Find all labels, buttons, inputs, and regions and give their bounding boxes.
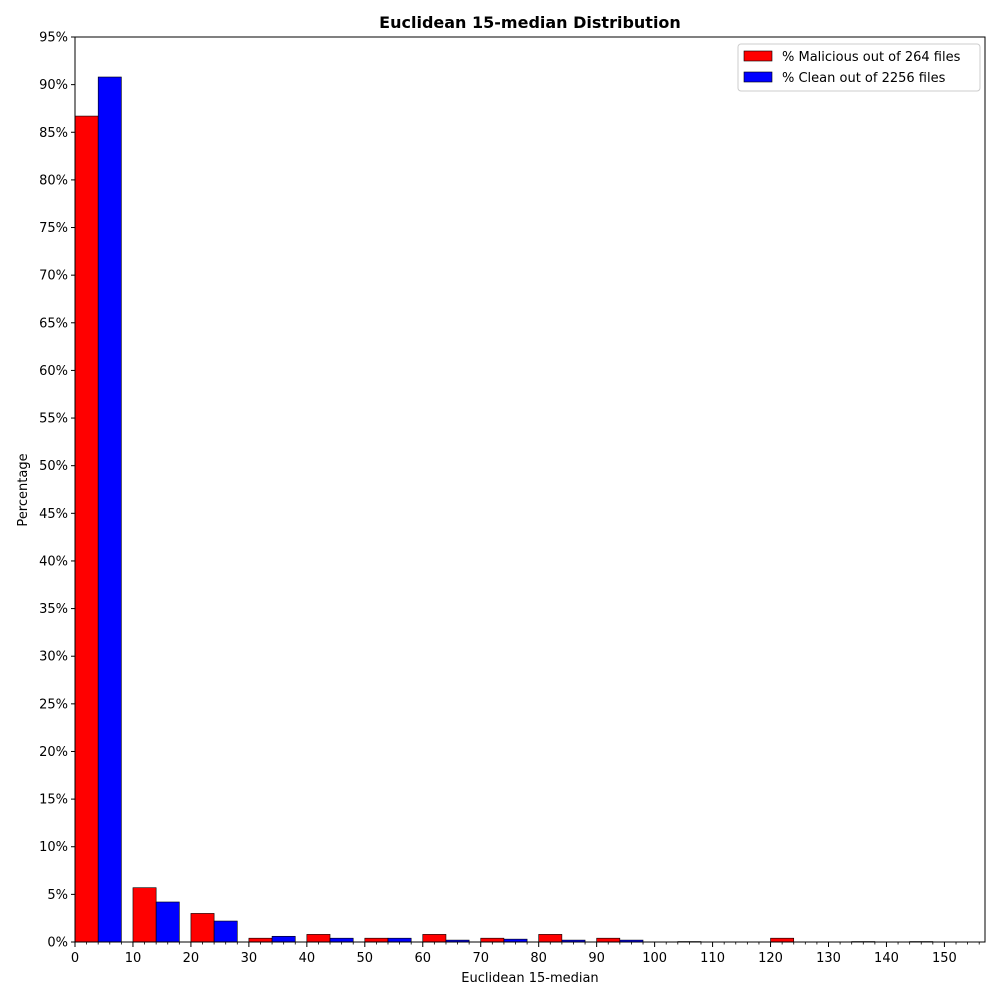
- y-tick-label-5: 5%: [47, 888, 68, 903]
- bar-clean-50: [387, 937, 412, 943]
- x-tick-label-140: 140: [874, 951, 899, 966]
- x-tick-label-130: 130: [816, 951, 841, 966]
- legend-box: [737, 43, 981, 92]
- bar-malicious-50: [364, 937, 389, 943]
- y-tick-label-40: 40%: [39, 554, 68, 569]
- y-tick-label-75: 75%: [39, 221, 68, 236]
- y-tick-label-60: 60%: [39, 364, 68, 379]
- bars-layer: [74, 76, 934, 943]
- plot-frame: [74, 36, 986, 943]
- y-tick-label-95: 95%: [39, 31, 68, 46]
- bar-malicious-90: [596, 937, 621, 943]
- x-tick-label-0: 0: [71, 951, 79, 966]
- bar-clean-0: [97, 76, 122, 943]
- bar-malicious-120: [770, 937, 795, 943]
- x-axis-label: Euclidean 15-median: [461, 971, 598, 986]
- y-tick-label-45: 45%: [39, 507, 68, 522]
- chart-title: Euclidean 15-median Distribution: [379, 13, 681, 32]
- y-tick-label-85: 85%: [39, 126, 68, 141]
- bar-malicious-80: [538, 934, 563, 943]
- bar-malicious-70: [480, 937, 505, 943]
- x-tick-label-50: 50: [357, 951, 374, 966]
- axes-layer: 0% 5% 10% 15% 20% 25% 30% 35% 40% 45% 50% 55% 60% 65%…: [39, 31, 986, 966]
- x-tick-label-80: 80: [530, 951, 547, 966]
- x-tick-label-150: 150: [932, 951, 957, 966]
- x-tick-label-40: 40: [299, 951, 316, 966]
- bar-malicious-0: [74, 115, 99, 943]
- x-tick-label-70: 70: [472, 951, 489, 966]
- bar-clean-40: [329, 937, 354, 943]
- y-tick-label-0: 0%: [47, 936, 68, 951]
- x-tick-label-60: 60: [414, 951, 431, 966]
- legend-swatch-malicious: [743, 50, 773, 62]
- y-tick-label-30: 30%: [39, 650, 68, 665]
- y-tick-label-65: 65%: [39, 316, 68, 331]
- x-tick-label-120: 120: [758, 951, 783, 966]
- x-tick-label-90: 90: [588, 951, 605, 966]
- y-tick-label-70: 70%: [39, 269, 68, 284]
- bar-malicious-40: [306, 934, 331, 943]
- y-tick-label-15: 15%: [39, 793, 68, 808]
- bar-clean-10: [155, 901, 180, 943]
- y-tick-label-35: 35%: [39, 602, 68, 617]
- x-tick-label-30: 30: [241, 951, 258, 966]
- y-tick-label-10: 10%: [39, 840, 68, 855]
- y-tick-label-25: 25%: [39, 697, 68, 712]
- bar-malicious-20: [190, 913, 215, 943]
- x-tick-label-110: 110: [700, 951, 725, 966]
- bar-malicious-30: [248, 937, 273, 943]
- bar-malicious-10: [132, 887, 157, 943]
- bar-clean-20: [213, 920, 238, 943]
- legend-swatch-clean: [743, 71, 773, 83]
- bar-malicious-60: [422, 934, 447, 943]
- y-axis-label: Percentage: [16, 453, 31, 526]
- x-tick-label-10: 10: [125, 951, 142, 966]
- x-tick-label-100: 100: [642, 951, 667, 966]
- x-tick-label-20: 20: [183, 951, 200, 966]
- y-tick-label-50: 50%: [39, 459, 68, 474]
- y-tick-label-20: 20%: [39, 745, 68, 760]
- y-tick-label-90: 90%: [39, 78, 68, 93]
- bar-clean-30: [271, 935, 296, 943]
- legend-label-malicious: % Malicious out of 264 files: [782, 50, 961, 65]
- legend: % Malicious out of 264 files % Clean out …: [737, 43, 981, 92]
- y-tick-label-80: 80%: [39, 173, 68, 188]
- legend-label-clean: % Clean out of 2256 files: [782, 71, 946, 86]
- y-tick-label-55: 55%: [39, 412, 68, 427]
